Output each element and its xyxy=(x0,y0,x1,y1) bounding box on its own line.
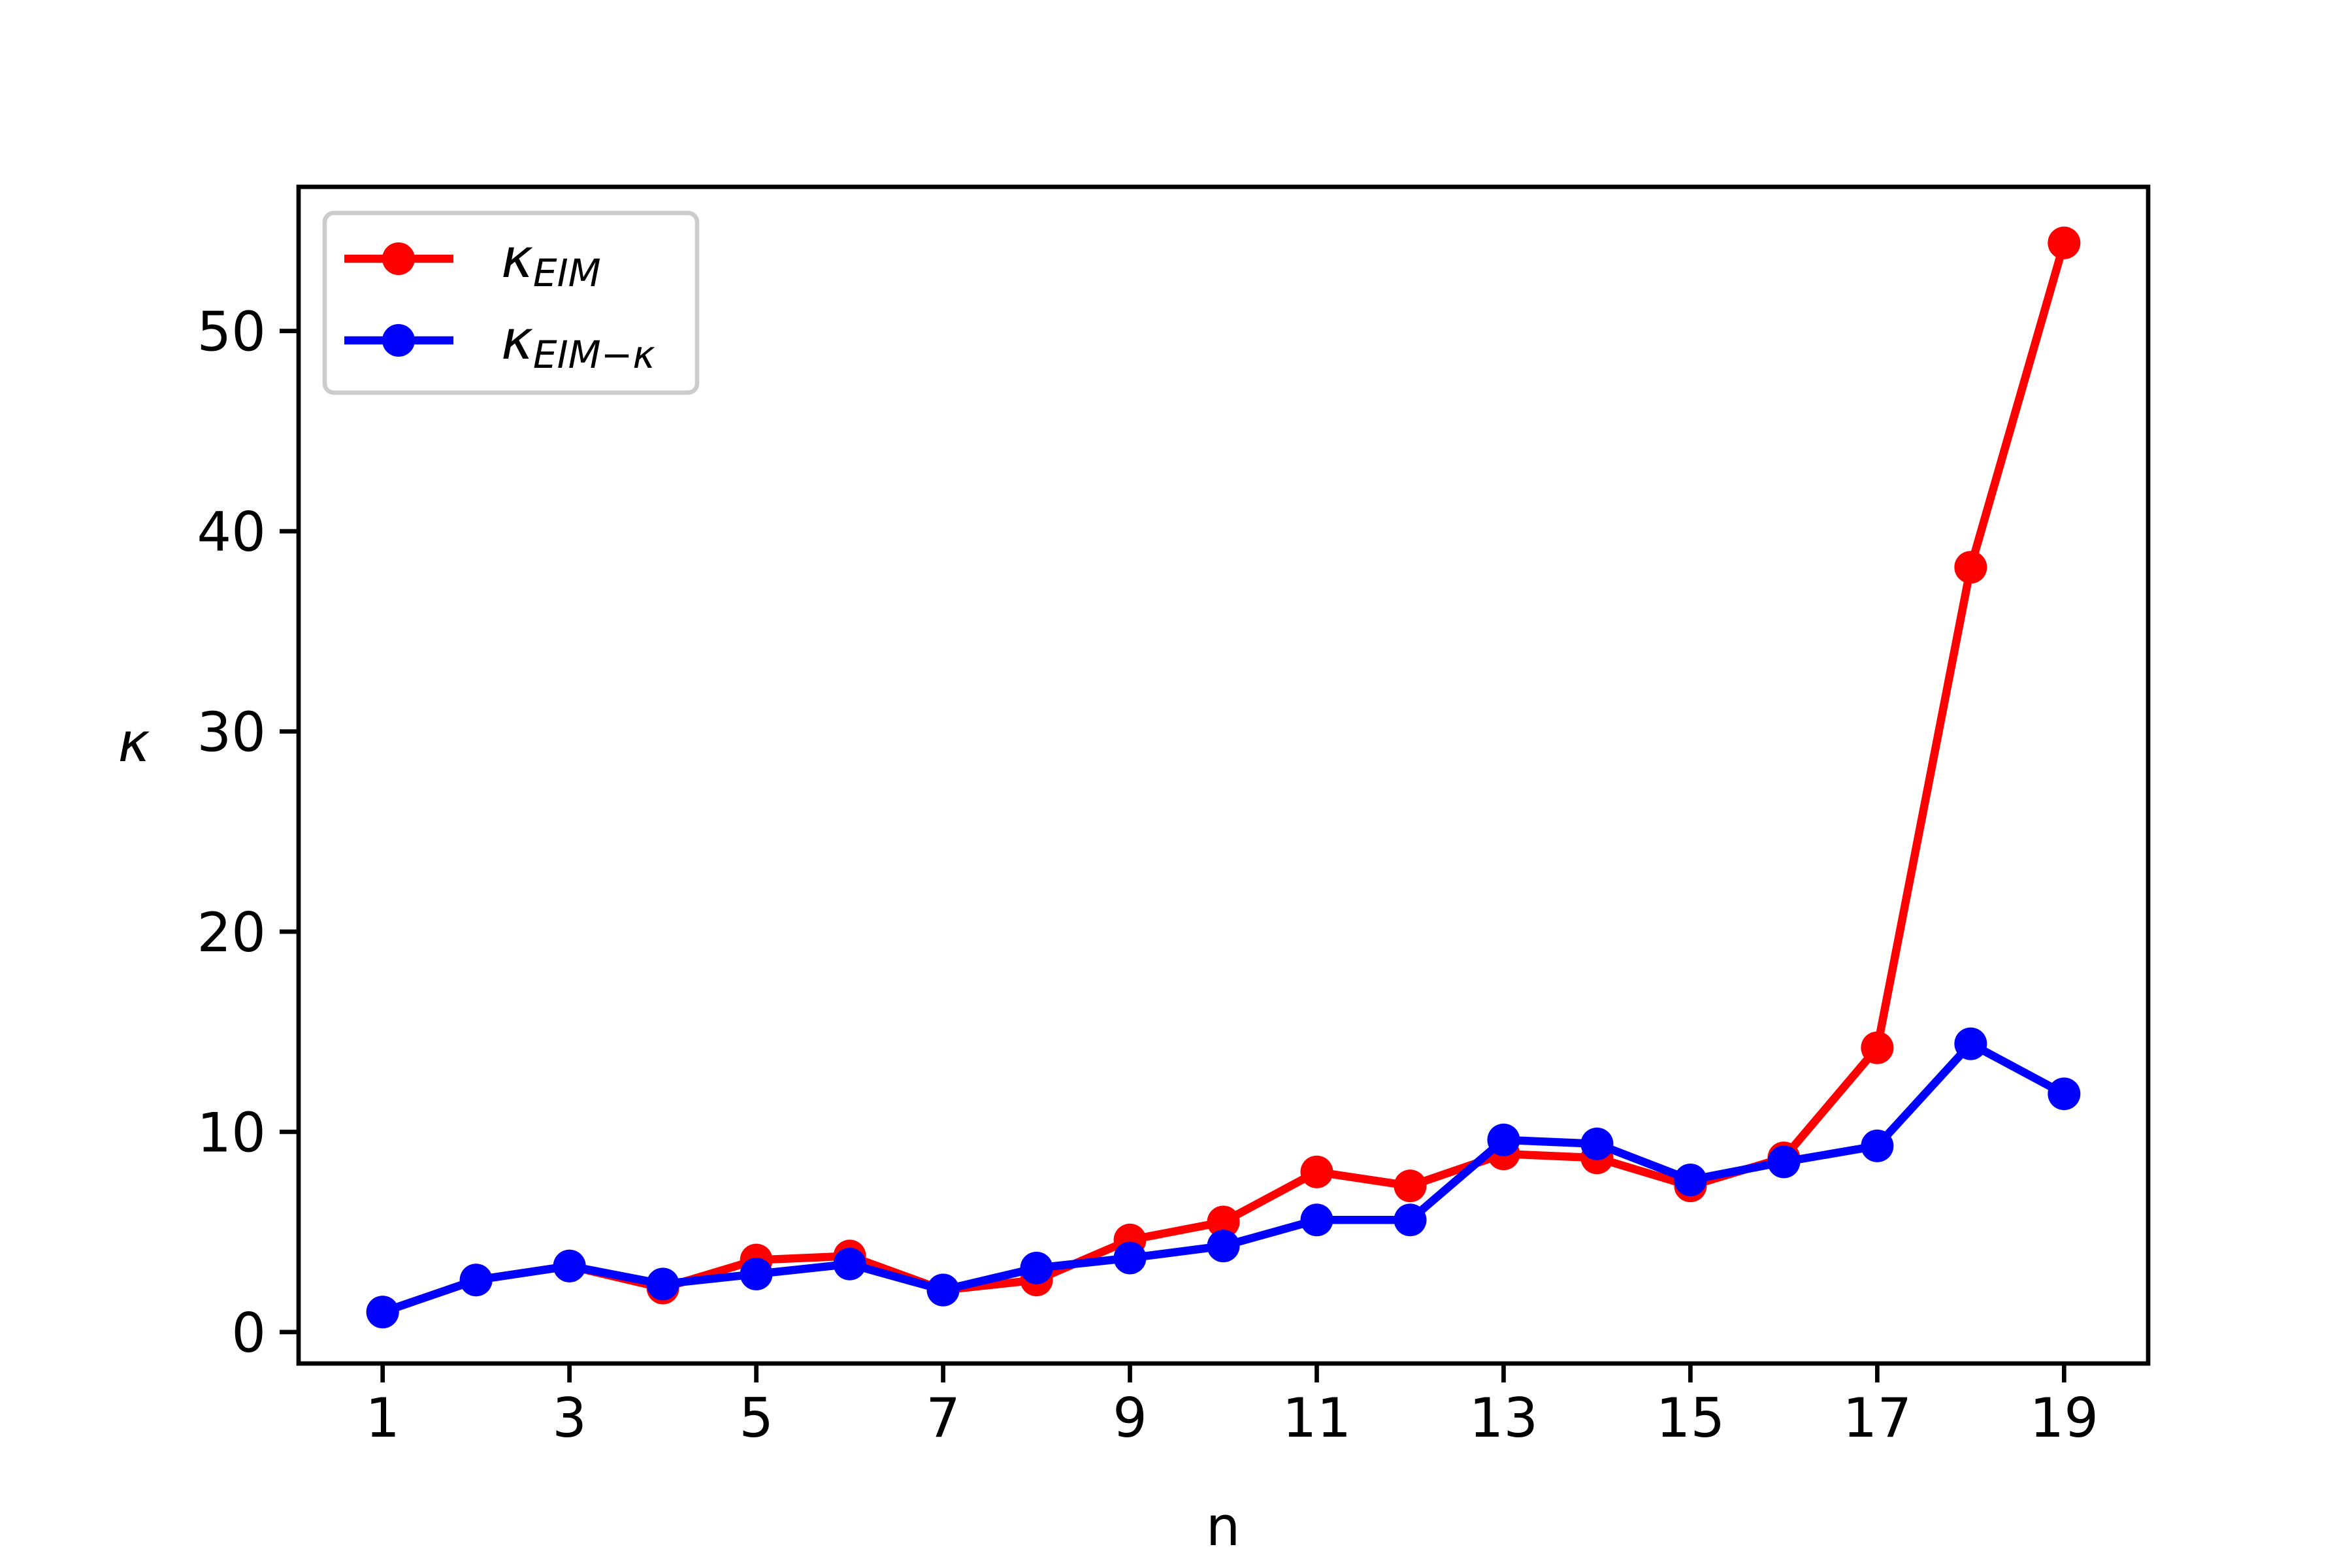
data-point xyxy=(1394,1203,1427,1237)
legend-label: κEIM−κ xyxy=(501,308,655,377)
x-tick-label: 15 xyxy=(1656,1386,1725,1450)
data-point xyxy=(1020,1251,1053,1284)
data-point xyxy=(459,1264,493,1297)
y-tick-label: 40 xyxy=(197,500,266,564)
data-point xyxy=(1861,1031,1894,1064)
plot-frame xyxy=(296,184,2151,1366)
data-point xyxy=(833,1247,866,1281)
x-tick-label: 7 xyxy=(926,1386,960,1450)
data-point xyxy=(1300,1203,1333,1237)
data-point xyxy=(366,1296,399,1329)
y-axis-label: κ xyxy=(118,711,150,774)
y-tick-label: 50 xyxy=(197,301,266,364)
data-point xyxy=(1674,1163,1707,1196)
x-tick-label: 9 xyxy=(1113,1386,1147,1450)
data-point xyxy=(740,1258,773,1291)
legend: κEIM κEIM−κ xyxy=(322,210,700,395)
legend-label: κEIM xyxy=(501,227,601,295)
data-point xyxy=(1954,551,1987,584)
y-tick-label: 20 xyxy=(197,901,266,964)
x-tick-label: 5 xyxy=(739,1386,774,1450)
data-point xyxy=(1207,1205,1240,1239)
legend-marker xyxy=(382,324,415,357)
x-tick-label: 17 xyxy=(1843,1386,1912,1450)
data-point xyxy=(926,1273,960,1307)
data-point xyxy=(1300,1155,1333,1188)
x-tick-label: 1 xyxy=(365,1386,400,1450)
y-tick-label: 30 xyxy=(197,701,266,764)
data-point xyxy=(1394,1169,1427,1203)
legend-marker xyxy=(382,242,415,275)
data-point xyxy=(1954,1027,1987,1060)
x-tick-label: 11 xyxy=(1282,1386,1352,1450)
data-point xyxy=(646,1267,679,1301)
y-tick-label: 10 xyxy=(197,1101,266,1164)
x-tick-label: 3 xyxy=(552,1386,587,1450)
y-tick-label: 0 xyxy=(231,1301,266,1365)
data-point xyxy=(553,1249,586,1282)
data-point xyxy=(2048,226,2081,259)
data-point xyxy=(1207,1230,1240,1263)
data-point xyxy=(1767,1145,1801,1179)
data-point xyxy=(1113,1241,1147,1275)
data-point xyxy=(1487,1123,1520,1156)
x-tick-label: 13 xyxy=(1469,1386,1539,1450)
data-point xyxy=(1861,1129,1894,1162)
x-tick-label: 19 xyxy=(2030,1386,2099,1450)
data-point xyxy=(1580,1127,1614,1160)
data-point xyxy=(2048,1077,2081,1111)
x-axis-label: n xyxy=(1206,1495,1241,1558)
